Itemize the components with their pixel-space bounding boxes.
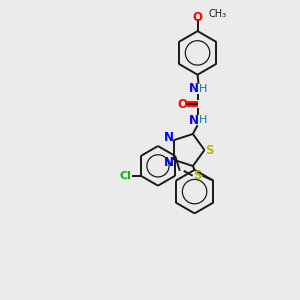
Text: H: H [199,84,208,94]
Text: Cl: Cl [119,171,131,181]
Text: H: H [199,115,208,125]
Text: N: N [189,114,199,127]
Text: N: N [164,130,174,144]
Text: N: N [189,82,199,95]
Text: N: N [164,156,174,170]
Text: S: S [205,143,214,157]
Text: O: O [178,98,188,111]
Text: CH₃: CH₃ [208,9,226,19]
Text: O: O [193,11,202,24]
Text: S: S [194,169,202,182]
